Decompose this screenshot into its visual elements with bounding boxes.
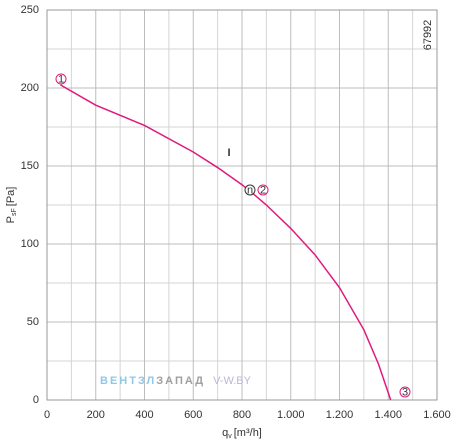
point-label: 3 <box>402 386 408 398</box>
y-label-sub: sF <box>11 208 18 216</box>
y-tick-label: 150 <box>21 160 39 172</box>
x-tick-label: 400 <box>135 409 153 421</box>
x-tick-label: 1.400 <box>374 409 402 421</box>
y-label-unit: [Pa] <box>5 187 17 207</box>
x-label-symbol: q <box>222 427 228 439</box>
y-axis-label: PsF[Pa] <box>5 187 18 224</box>
x-axis-label: qv [m³/h] <box>222 427 262 440</box>
x-tick-label: 600 <box>184 409 202 421</box>
y-tick-label: 0 <box>33 394 39 406</box>
curve <box>60 84 392 401</box>
x-tick-label: 0 <box>44 409 50 421</box>
y-label-symbol: P <box>5 216 17 223</box>
x-tick-label: 800 <box>233 409 251 421</box>
y-tick-label: 200 <box>21 82 39 94</box>
point-label: 1 <box>58 73 64 85</box>
watermark: ВЕНТЗЛЗАПАД V-W.BY <box>100 375 252 387</box>
point-marker <box>55 73 67 85</box>
point-marker <box>244 184 256 196</box>
x-label-sub: v <box>228 433 232 440</box>
x-tick-label: 1.200 <box>326 409 354 421</box>
watermark-part: ВЕНТЗЛ <box>100 375 156 387</box>
chart-id: 67992 <box>422 20 434 51</box>
x-tick-label: 1.000 <box>277 409 305 421</box>
y-tick-label: 50 <box>27 316 39 328</box>
watermark-part: V-W.BY <box>213 375 252 387</box>
point-marker <box>257 184 269 196</box>
plot-frame <box>46 9 438 401</box>
x-label-unit: [m³/h] <box>234 427 262 439</box>
y-tick-label: 100 <box>21 238 39 250</box>
x-tick-label: 1.600 <box>423 409 451 421</box>
curve-label: I <box>227 147 230 159</box>
point-label: 2 <box>260 184 266 196</box>
point-label: n <box>247 184 253 196</box>
x-tick-label: 200 <box>87 409 105 421</box>
watermark-part: ЗАПАД <box>156 375 205 387</box>
y-tick-label: 250 <box>21 4 39 16</box>
point-marker <box>399 386 411 398</box>
